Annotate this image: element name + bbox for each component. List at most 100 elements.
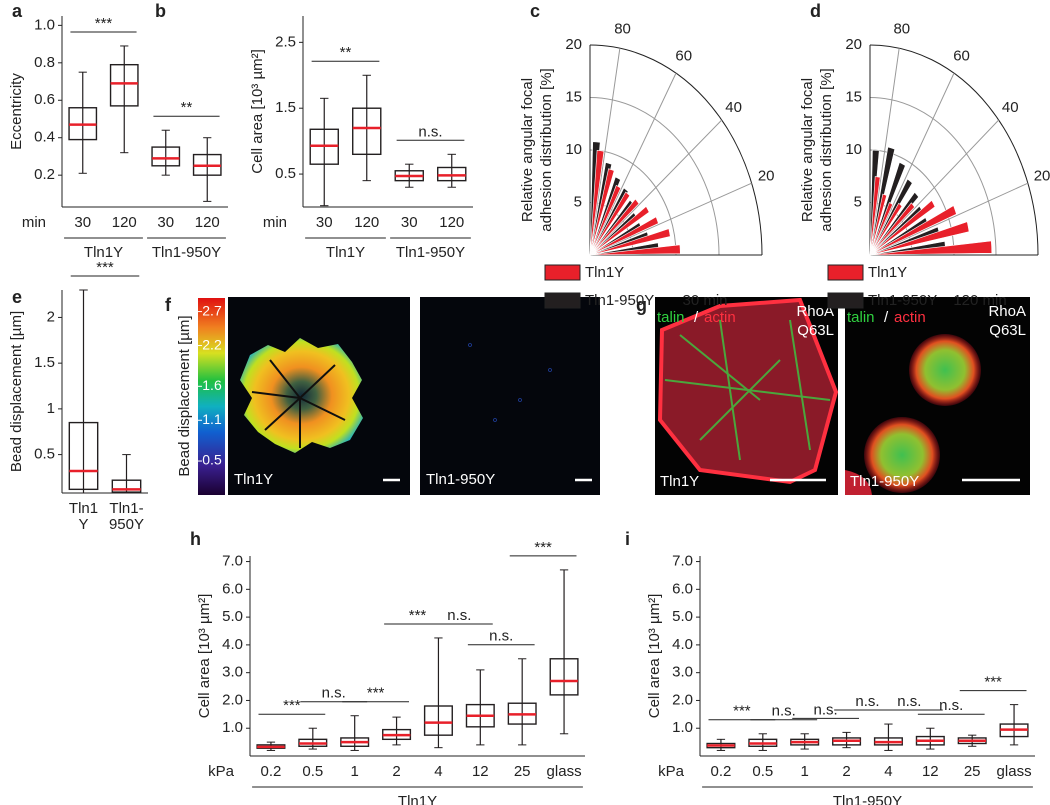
significance-label: n.s. <box>855 693 879 710</box>
significance-label: *** <box>534 539 552 556</box>
polar-bar <box>869 202 893 256</box>
group-label: Tln1Y <box>326 244 365 261</box>
x-tick-label: 0.2 <box>261 763 282 780</box>
y-tick-label: 5.0 <box>672 608 693 625</box>
box <box>151 146 181 167</box>
y-tick-label: 6.0 <box>222 580 243 597</box>
r-tick-label: 15 <box>845 88 862 105</box>
stain-label: talin <box>847 309 875 326</box>
significance-label: n.s. <box>939 697 963 714</box>
x-tick-label: 1 <box>351 763 359 780</box>
significance-label: ** <box>181 99 193 116</box>
box <box>111 479 142 493</box>
y-tick-label: 6.0 <box>672 580 693 597</box>
theta-tick-label: 40 <box>725 99 742 116</box>
x-tick-label: 30 <box>316 214 333 231</box>
x-tick-label: 4 <box>884 763 892 780</box>
legend-swatch <box>544 292 581 309</box>
construct-label: Q63L <box>989 322 1026 339</box>
x-prefix: kPa <box>208 763 235 780</box>
polar-bar <box>589 150 605 256</box>
r-tick-label: 10 <box>565 141 582 158</box>
polar-bar <box>869 202 903 256</box>
y-tick-label: 5.0 <box>222 608 243 625</box>
x-tick-label: 120 <box>354 214 379 231</box>
stain-label: talin <box>657 309 685 326</box>
group-label: Tln1-950Y <box>152 244 221 261</box>
angle-grid <box>589 182 752 256</box>
y-tick-label: 0.2 <box>34 166 55 183</box>
panel-letter: d <box>810 1 821 21</box>
y-tick-label: 7.0 <box>222 553 243 570</box>
y-tick-label: 1.0 <box>34 16 55 33</box>
r-tick-label: 5 <box>574 193 582 210</box>
angle-grid <box>869 72 955 256</box>
legend-swatch <box>544 264 581 281</box>
significance-label: *** <box>95 15 113 32</box>
y-tick-label: 1.5 <box>275 99 296 116</box>
significance-label: ** <box>340 44 352 61</box>
angle-grid <box>589 119 723 256</box>
radial-grid <box>589 44 763 256</box>
y-tick-label: 0.6 <box>34 91 55 108</box>
legend-label: Tln1-950Y <box>868 292 937 309</box>
polar-bar <box>869 202 915 256</box>
polar-bar <box>869 205 957 256</box>
radial-grid <box>869 97 997 256</box>
y-axis-label: Cell area [10³ µm²] <box>249 49 266 174</box>
box <box>352 107 382 156</box>
stain-label: actin <box>704 309 736 326</box>
angle-grid <box>589 48 621 256</box>
panel-letter: f <box>165 295 172 315</box>
r-tick-label: 5 <box>854 193 862 210</box>
angle-grid <box>869 48 900 256</box>
angle-grid <box>869 119 1000 256</box>
r-tick-label: 15 <box>565 88 582 105</box>
x-tick-label: 950Y <box>109 516 144 533</box>
legend-label: Tln1Y <box>585 264 624 281</box>
polar-bar <box>869 176 881 256</box>
y-axis-label: adhesion distribution [%] <box>538 68 555 231</box>
theta-tick-label: 20 <box>758 168 775 185</box>
y-axis-label: Eccentricity <box>8 73 25 150</box>
faint-beads <box>468 343 552 422</box>
r-tick-label: 20 <box>565 36 582 53</box>
y-axis-label: Cell area [10³ µm²] <box>646 594 663 719</box>
y-tick-label: 4.0 <box>672 636 693 653</box>
significance-label: n.s. <box>772 703 796 720</box>
colorbar <box>198 298 225 495</box>
x-tick-label: 120 <box>439 214 464 231</box>
y-tick-label: 1.5 <box>34 354 55 371</box>
significance-label: n.s. <box>897 693 921 710</box>
y-tick-label: 2.0 <box>222 691 243 708</box>
colorbar-tick-label: 2.2 <box>202 336 222 352</box>
x-tick-label: 1 <box>801 763 809 780</box>
y-tick-label: 0.8 <box>34 54 55 71</box>
image-label: Tln1-950Y <box>426 471 495 488</box>
heatmap-panel: Bead displacement [µm] Tln1Y Tln1-950Y <box>176 297 600 495</box>
significance-label: *** <box>283 697 301 714</box>
x-tick-label: 12 <box>472 763 489 780</box>
image-label: Tln1Y <box>660 473 699 490</box>
group-label: Tln1Y <box>398 793 437 805</box>
y-tick-label: 2.0 <box>672 691 693 708</box>
colorbar-tick-label: 2.7 <box>202 302 222 318</box>
construct-label: Q63L <box>797 322 834 339</box>
polar-bar <box>869 199 936 256</box>
round-cell <box>864 417 940 493</box>
theta-tick-label: 40 <box>1002 99 1019 116</box>
talin-adhesions <box>664 319 831 461</box>
x-tick-label: 30 <box>74 214 91 231</box>
box <box>109 63 139 107</box>
neighbour-cell <box>845 470 872 495</box>
polar-bar <box>589 216 659 256</box>
x-tick-label: Tln1 <box>69 500 98 517</box>
x-tick-label: 0.5 <box>302 763 323 780</box>
y-axis-label: Relative angular focal <box>519 78 536 222</box>
group-label: Tln1Y <box>84 244 123 261</box>
y-tick-label: 4.0 <box>222 636 243 653</box>
y-tick-label: 1.0 <box>672 719 693 736</box>
polar-bar <box>589 191 631 256</box>
y-tick-label: 1.0 <box>222 719 243 736</box>
